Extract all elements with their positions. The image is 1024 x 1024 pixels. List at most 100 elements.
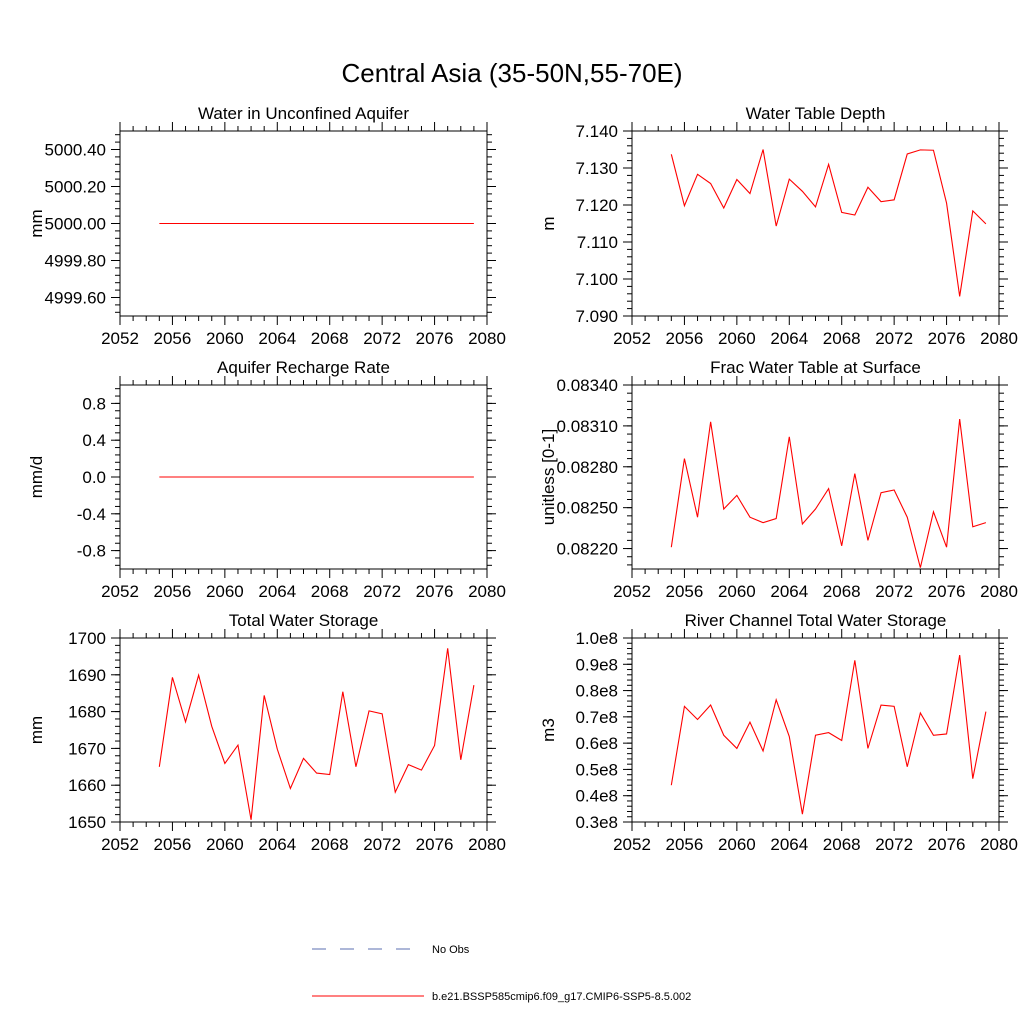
legend: No Obs b.e21.BSSP585cmip6.f09_g17.CMIP6-S… xyxy=(312,944,691,1003)
panels: Water in Unconfined Aquifer mm 2052 2056 206… xyxy=(27,104,1018,854)
y-tick-label: 7.130 xyxy=(575,159,618,178)
x-tick-label: 2060 xyxy=(206,329,244,348)
panel-title: Water in Unconfined Aquifer xyxy=(198,104,409,123)
y-tick-label: 0.3e8 xyxy=(575,813,618,832)
figure-title: Central Asia (35-50N,55-70E) xyxy=(341,58,682,88)
x-tick-label: 2068 xyxy=(823,329,861,348)
y-axis-label: mm xyxy=(27,209,46,237)
series-line xyxy=(670,149,987,297)
y-tick-label: 0.08310 xyxy=(557,417,618,436)
y-tick-label: 1650 xyxy=(68,813,106,832)
y-tick-label: 5000.20 xyxy=(45,178,106,197)
series-line xyxy=(670,419,987,568)
x-tick-label: 2076 xyxy=(928,582,966,601)
x-tick-label: 2068 xyxy=(823,835,861,854)
x-tick-label: 2072 xyxy=(363,329,401,348)
y-tick-label: 0.7e8 xyxy=(575,708,618,727)
x-tick-label: 2064 xyxy=(770,329,808,348)
x-tick-label: 2072 xyxy=(875,582,913,601)
y-tick-label: 7.120 xyxy=(575,196,618,215)
x-tick-label: 2052 xyxy=(101,329,139,348)
y-tick-label: 1690 xyxy=(68,666,106,685)
x-tick-label: 2056 xyxy=(666,329,704,348)
panel-title: River Channel Total Water Storage xyxy=(685,611,947,630)
y-axis-label: m3 xyxy=(539,718,558,742)
x-tick-label: 2068 xyxy=(311,329,349,348)
panel-title: Aquifer Recharge Rate xyxy=(217,358,390,377)
y-tick-label: 0.8e8 xyxy=(575,682,618,701)
x-tick-label: 2080 xyxy=(980,582,1018,601)
x-tick-label: 2072 xyxy=(875,329,913,348)
x-tick-label: 2056 xyxy=(154,582,192,601)
x-tick-label: 2068 xyxy=(311,835,349,854)
x-tick-label: 2056 xyxy=(666,835,704,854)
x-tick-label: 2080 xyxy=(468,835,506,854)
y-tick-label: 0.4 xyxy=(82,431,106,450)
y-tick-label: 0.8 xyxy=(82,394,106,413)
y-axis-label: m xyxy=(539,216,558,230)
y-tick-label: 0.08340 xyxy=(557,376,618,395)
x-tick-label: 2052 xyxy=(101,582,139,601)
x-tick-label: 2060 xyxy=(718,582,756,601)
y-tick-label: 7.090 xyxy=(575,307,618,326)
y-tick-label: 1.0e8 xyxy=(575,629,618,648)
y-tick-label: 1660 xyxy=(68,776,106,795)
x-tick-label: 2076 xyxy=(416,835,454,854)
x-tick-label: 2076 xyxy=(928,329,966,348)
legend-label: b.e21.BSSP585cmip6.f09_g17.CMIP6-SSP5-8.… xyxy=(432,991,691,1003)
y-axis-label: mm/d xyxy=(27,456,46,499)
panel-6: River Channel Total Water Storage m3 2052 2… xyxy=(539,611,1018,854)
panel-title: Frac Water Table at Surface xyxy=(710,358,921,377)
panel-2: Water Table Depth m 2052 2056 2060 2064 2068 20… xyxy=(539,104,1018,348)
y-tick-label: 5000.40 xyxy=(45,141,106,160)
y-tick-label: 1700 xyxy=(68,629,106,648)
x-tick-label: 2052 xyxy=(101,835,139,854)
plot-frame xyxy=(631,637,1000,823)
x-tick-label: 2064 xyxy=(770,582,808,601)
y-tick-label: 0.08220 xyxy=(557,540,618,559)
y-tick-label: 0.08250 xyxy=(557,499,618,518)
y-tick-label: 7.100 xyxy=(575,270,618,289)
x-tick-label: 2064 xyxy=(258,329,296,348)
x-tick-label: 2060 xyxy=(718,835,756,854)
x-tick-label: 2064 xyxy=(770,835,808,854)
x-tick-label: 2060 xyxy=(206,582,244,601)
panel-1: Water in Unconfined Aquifer mm 2052 2056 206… xyxy=(27,104,506,348)
x-tick-label: 2060 xyxy=(206,835,244,854)
x-tick-label: 2052 xyxy=(613,582,651,601)
y-tick-label: 0.0 xyxy=(82,468,106,487)
x-tick-label: 2052 xyxy=(613,835,651,854)
x-tick-label: 2076 xyxy=(928,835,966,854)
x-tick-label: 2056 xyxy=(154,329,192,348)
x-tick-label: 2072 xyxy=(363,582,401,601)
y-tick-label: 5000.00 xyxy=(45,215,106,234)
y-tick-label: 4999.80 xyxy=(45,252,106,271)
y-tick-label: 0.08280 xyxy=(557,458,618,477)
y-axis-label: unitless [0-1] xyxy=(539,429,558,525)
y-tick-label: 0.9e8 xyxy=(575,655,618,674)
y-tick-label: -0.4 xyxy=(77,505,106,524)
x-tick-label: 2056 xyxy=(154,835,192,854)
panel-4: Frac Water Table at Surface unitless [0-1… xyxy=(539,358,1018,601)
plot-frame xyxy=(631,130,1000,317)
x-tick-label: 2052 xyxy=(613,329,651,348)
y-tick-label: 0.5e8 xyxy=(575,760,618,779)
x-tick-label: 2064 xyxy=(258,835,296,854)
panel-5: Total Water Storage mm 2052 2056 2060 2064 206… xyxy=(27,611,506,854)
x-tick-label: 2076 xyxy=(416,329,454,348)
y-tick-label: 4999.60 xyxy=(45,289,106,308)
x-tick-label: 2064 xyxy=(258,582,296,601)
y-tick-label: -0.8 xyxy=(77,542,106,561)
x-tick-label: 2076 xyxy=(416,582,454,601)
x-tick-label: 2080 xyxy=(468,582,506,601)
x-tick-label: 2072 xyxy=(875,835,913,854)
x-tick-label: 2056 xyxy=(666,582,704,601)
legend-label: No Obs xyxy=(432,944,470,956)
y-tick-label: 7.140 xyxy=(575,122,618,141)
panel-title: Water Table Depth xyxy=(746,104,886,123)
y-tick-label: 0.4e8 xyxy=(575,787,618,806)
y-axis-label: mm xyxy=(27,716,46,744)
x-tick-label: 2072 xyxy=(363,835,401,854)
x-tick-label: 2060 xyxy=(718,329,756,348)
